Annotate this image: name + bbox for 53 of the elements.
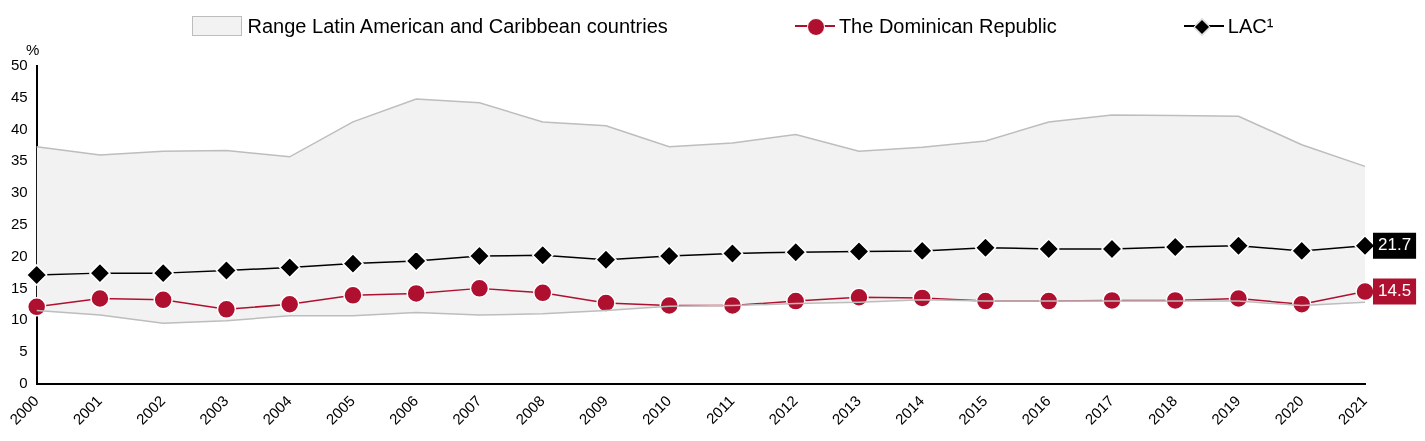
point — [848, 240, 870, 263]
legend-label: LAC¹ — [1227, 14, 1274, 38]
point — [596, 293, 616, 313]
point — [152, 262, 174, 284]
point — [784, 241, 807, 263]
point — [469, 278, 490, 299]
point — [406, 283, 426, 304]
point — [1355, 281, 1375, 302]
point — [1227, 235, 1250, 257]
point — [658, 245, 680, 267]
point — [216, 299, 237, 320]
y-tick-label: 40 — [11, 119, 28, 137]
point — [1037, 238, 1060, 260]
point — [1354, 235, 1376, 257]
y-tick-label: 30 — [11, 183, 28, 201]
point — [468, 245, 491, 267]
point — [1164, 236, 1186, 258]
point — [595, 249, 617, 271]
point — [405, 250, 427, 272]
point — [532, 283, 553, 303]
y-tick-label: 15 — [11, 278, 28, 296]
point — [26, 297, 47, 317]
y-tick-label: 25 — [11, 214, 28, 232]
point — [911, 240, 933, 262]
y-tick-label: 0 — [19, 373, 28, 391]
point — [849, 287, 869, 308]
y-tick-label: 35 — [11, 151, 28, 169]
y-tick-label: 20 — [11, 246, 28, 264]
point — [974, 236, 997, 259]
point — [278, 256, 301, 279]
point — [342, 252, 364, 275]
legend-label: The Dominican Republic — [838, 14, 1057, 38]
point — [215, 259, 238, 282]
point — [1291, 240, 1313, 262]
point — [531, 244, 554, 267]
data-label: 21.7 — [1378, 235, 1412, 255]
y-tick-label: 50 — [11, 56, 28, 74]
point — [343, 285, 363, 306]
y-axis-title: % — [26, 40, 40, 58]
point — [25, 264, 48, 286]
point — [153, 290, 173, 310]
data-label: 14.5 — [1378, 281, 1412, 301]
y-tick-label: 5 — [19, 342, 28, 360]
point — [90, 288, 110, 309]
legend-label: Range Latin American and Caribbean countries — [247, 14, 668, 38]
point — [1101, 238, 1123, 260]
point — [722, 295, 743, 316]
point — [89, 262, 111, 284]
y-tick-label: 45 — [11, 87, 28, 105]
y-tick-label: 10 — [11, 310, 28, 328]
point — [785, 291, 806, 311]
point — [721, 242, 744, 265]
point — [279, 294, 300, 315]
